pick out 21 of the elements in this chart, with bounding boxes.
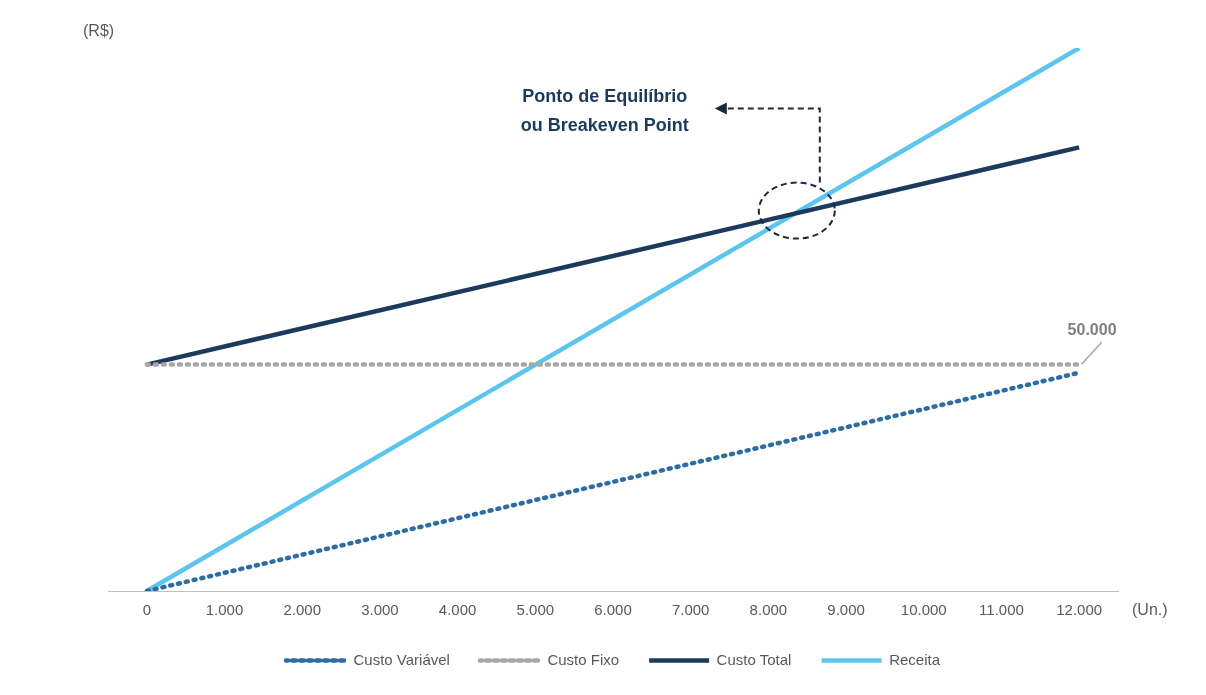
- x-tick-label: 9.000: [827, 601, 865, 619]
- x-tick-label: 11.000: [979, 601, 1024, 619]
- x-tick-label: 6.000: [594, 601, 632, 619]
- legend-label: Custo Variável: [353, 650, 450, 668]
- x-tick-label: 12.000: [1056, 601, 1103, 619]
- x-tick-label: 4.000: [438, 601, 477, 619]
- annotation: Ponto de Equilíbrio ou Breakeven Point: [520, 85, 689, 135]
- annotation: 50.000: [1067, 320, 1117, 338]
- x-tick-label: 5.000: [516, 601, 555, 619]
- x-tick-label: 2.000: [283, 601, 321, 619]
- y-axis-title: (R$): [83, 22, 115, 40]
- legend-label: Custo Total: [716, 650, 792, 668]
- legend-label: Receita: [889, 650, 941, 668]
- legend-label: Custo Fixo: [547, 650, 620, 668]
- x-tick-label: 7.000: [671, 601, 710, 619]
- x-tick-label: 0: [142, 601, 152, 619]
- x-axis-title: (Un.): [1132, 601, 1168, 619]
- x-tick-label: 1.000: [205, 601, 244, 619]
- x-tick-label: 8.000: [749, 601, 788, 619]
- x-tick-label: 10.000: [900, 601, 947, 619]
- x-tick-label: 3.000: [361, 601, 399, 619]
